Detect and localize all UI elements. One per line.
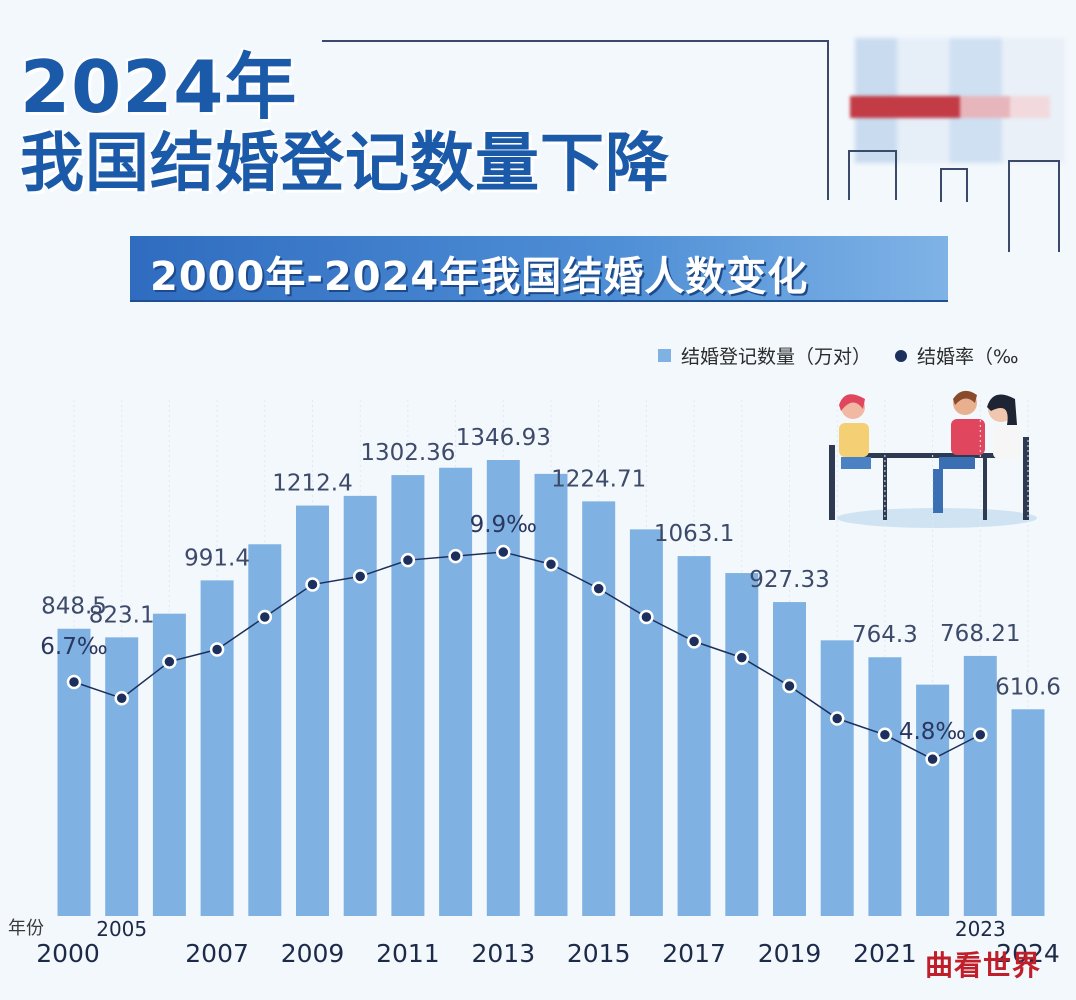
rate-point-2022	[925, 751, 940, 767]
rate-point-2023	[973, 727, 988, 743]
bar-value-label: 1063.1	[654, 521, 734, 547]
bar-value-label: 1224.71	[551, 466, 646, 492]
rate-point-2012	[448, 548, 463, 564]
bar-2009	[296, 505, 329, 916]
decor-line-right	[827, 40, 829, 200]
chart-subtitle: 2000年-2024年我国结婚人数变化	[150, 254, 809, 300]
rate-point-2008	[257, 609, 273, 625]
bar-value-label: 823.1	[89, 602, 155, 628]
x-tick-label: 2015	[567, 939, 631, 968]
decor-building	[848, 150, 897, 200]
rate-point-2000	[66, 674, 82, 690]
rate-point-2016	[639, 609, 654, 625]
rate-point-2011	[400, 552, 416, 568]
bar-value-label: 1212.4	[272, 471, 352, 497]
rate-point-2006	[162, 654, 177, 669]
bar-2013	[486, 460, 520, 916]
x-tick-label: 2013	[471, 939, 535, 968]
rate-point-2009	[305, 577, 320, 592]
rate-point-2013	[496, 544, 511, 560]
bar-2014	[534, 473, 568, 916]
bar-value-label: 927.33	[749, 567, 829, 593]
subtitle-banner	[130, 236, 948, 300]
bar-2012	[439, 467, 473, 916]
x-tick-label: 2021	[853, 939, 917, 968]
bar-value-label: 1346.93	[456, 425, 551, 451]
x-tick-label: 2024	[996, 939, 1060, 968]
bar-2000	[57, 628, 91, 916]
bar-value-label: 764.3	[852, 622, 918, 648]
bar-2011	[391, 475, 425, 916]
bar-2007	[200, 580, 234, 916]
x-tick-label: 2009	[281, 939, 345, 968]
decor-line-top	[322, 40, 827, 42]
bar-2024	[1011, 709, 1045, 916]
x-tick-label: 2017	[662, 939, 726, 968]
bar-value-label: 848.5	[41, 594, 107, 620]
x-tick-label: 2011	[376, 939, 440, 968]
rate-point-2005	[114, 690, 129, 706]
bar-2016	[629, 529, 663, 916]
bar-value-label: 610.6	[995, 674, 1061, 700]
blurred-banner	[850, 96, 1050, 118]
watermark: 曲看世界	[925, 949, 1042, 982]
decor-building-2	[940, 168, 968, 202]
bar-2022	[916, 684, 950, 916]
rate-point-2017	[686, 634, 702, 649]
people-at-table-illustration	[829, 390, 1037, 528]
rate-value-label: 6.7‰	[40, 634, 107, 660]
bar-2017	[677, 556, 711, 916]
legend-line-label: 结婚率（‰	[917, 346, 1019, 368]
legend-bar-label: 结婚登记数量（万对）	[681, 346, 872, 368]
x-tick-label: 2005	[96, 917, 147, 941]
legend-bar-swatch	[658, 349, 671, 362]
rate-point-2007	[209, 642, 225, 657]
decor-building-3	[1008, 160, 1060, 252]
chart-legend: 结婚登记数量（万对） 结婚率（‰	[658, 342, 1019, 369]
x-tick-label: 2023	[955, 917, 1006, 941]
bar-value-label: 768.21	[940, 621, 1020, 647]
bar-2021	[868, 657, 902, 916]
bar-2015	[582, 501, 616, 916]
x-axis-label: 年份	[8, 918, 44, 939]
bar-2005	[105, 637, 139, 916]
bar-2018	[725, 573, 759, 916]
bar-2023	[963, 655, 997, 916]
rate-point-2020	[829, 711, 845, 726]
rate-value-label: 9.9‰	[470, 512, 537, 538]
bar-2019	[773, 602, 806, 916]
rate-point-2014	[543, 556, 559, 572]
bar-2020	[820, 640, 854, 916]
bar-value-label: 1302.36	[360, 440, 455, 466]
bar-2008	[248, 544, 282, 916]
bar-2010	[343, 495, 377, 916]
rate-value-label: 4.8‰	[899, 719, 966, 745]
rate-point-2010	[352, 569, 368, 584]
marriage-rate-line	[73, 551, 981, 760]
x-tick-label: 2019	[758, 939, 822, 968]
legend-line-swatch	[895, 349, 908, 362]
page-title-year: 2024年	[20, 45, 298, 129]
rate-point-2015	[591, 581, 606, 596]
x-tick-label: 2007	[185, 939, 249, 968]
rate-point-2021	[877, 727, 893, 743]
bar-value-label: 991.4	[184, 545, 250, 571]
page-title: 我国结婚登记数量下降	[20, 127, 670, 201]
rate-point-2019	[782, 678, 797, 694]
rate-point-2018	[734, 650, 750, 665]
x-tick-label: 2000	[36, 939, 100, 968]
